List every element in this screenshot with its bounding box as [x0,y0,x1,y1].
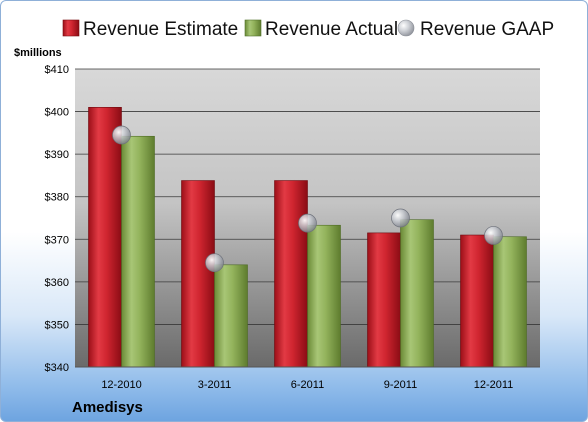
bar-revenue-actual [121,135,155,368]
gaap-markers [112,125,503,273]
bar-revenue-actual [214,264,248,368]
y-tick-label: $340 [45,362,69,374]
legend-label-estimate: Revenue Estimate [83,19,238,40]
company-label: Amedisys [72,399,143,416]
y-tick-label: $400 [45,107,69,119]
marker-revenue-gaap [112,125,131,145]
x-tick-label: 12-2011 [474,379,514,391]
marker-revenue-gaap [298,213,317,233]
bars [88,107,527,368]
bar-revenue-estimate [367,232,401,368]
bar-revenue-estimate [181,180,215,368]
y-tick-label: $410 [45,64,69,76]
legend-swatch-actual [244,19,262,37]
x-tick-label: 9-2011 [384,379,417,391]
x-tick-label: 6-2011 [291,379,324,391]
y-axis-ticks: $340 $350 $360 $370 $380 $390 $400 $410 [45,64,69,374]
legend-swatch-estimate [62,19,80,37]
bar-revenue-estimate [460,234,494,368]
legend-label-actual: Revenue Actual [265,19,398,40]
x-tick-label: 12-2010 [101,379,141,391]
marker-revenue-gaap [484,226,503,245]
y-tick-label: $360 [45,277,69,289]
bar-revenue-actual [400,219,434,368]
marker-revenue-gaap [391,208,410,228]
x-axis-ticks: 12-2010 3-2011 6-2011 9-2011 12-2011 [101,379,513,391]
y-tick-label: $350 [45,319,69,331]
y-tick-label: $390 [45,149,69,161]
y-unit-label: $millions [14,47,62,59]
legend-label-gaap: Revenue GAAP [420,19,554,40]
bar-revenue-estimate [274,180,308,368]
marker-revenue-gaap [205,253,224,273]
y-tick-label: $380 [45,192,69,204]
bar-revenue-estimate [88,107,122,368]
y-tick-label: $370 [45,234,69,246]
legend-marker-gaap [397,19,415,37]
bar-revenue-actual [307,224,341,368]
bar-revenue-actual [493,236,527,368]
legend: Revenue Estimate Revenue Actual Revenue … [62,19,554,40]
x-tick-label: 3-2011 [198,379,231,391]
